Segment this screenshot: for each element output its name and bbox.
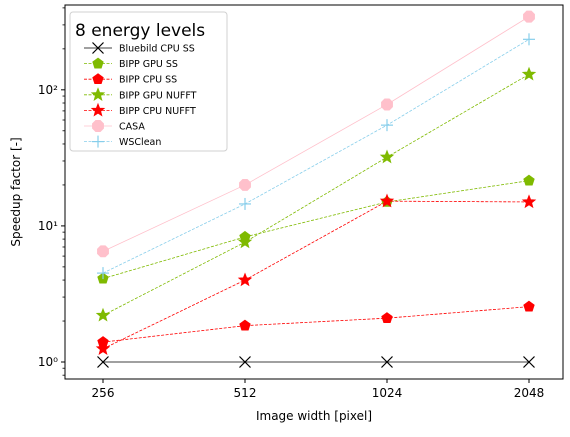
x-axis-label: Image width [pixel] <box>256 409 372 423</box>
series-bipp-cpu-nufft <box>95 193 537 355</box>
series-bipp-gpu-nufft <box>95 66 537 322</box>
series-bipp-gpu-ss <box>97 174 535 284</box>
series-group <box>95 10 537 368</box>
legend-entry: CASA <box>84 120 145 133</box>
legend-marker <box>92 135 104 148</box>
x-tick-label: 1024 <box>372 386 403 400</box>
series-line <box>102 16 530 252</box>
series-wsclean <box>97 33 535 280</box>
series-line <box>102 73 530 316</box>
series-casa <box>97 10 535 258</box>
data-point <box>239 356 251 368</box>
legend-marker <box>90 87 106 101</box>
data-point <box>95 341 111 355</box>
legend-label: BIPP CPU NUFFT <box>119 106 196 117</box>
data-point <box>381 312 393 324</box>
data-point <box>521 194 537 209</box>
legend-label: BIPP GPU NUFFT <box>119 90 197 101</box>
data-point <box>97 356 109 368</box>
legend-entries: Bluebild CPU SS BIPP GPU SS BIPP CPU SS BIP… <box>84 42 197 148</box>
legend-marker <box>92 42 104 54</box>
data-point <box>523 10 535 23</box>
legend-marker <box>90 102 106 117</box>
y-tick-label: 10² <box>38 83 58 97</box>
legend-entry: BIPP CPU SS <box>84 73 177 86</box>
y-tick-label: 10¹ <box>38 219 58 233</box>
data-point <box>237 272 253 287</box>
series-line <box>102 180 530 279</box>
legend-entry: BIPP GPU SS <box>84 57 178 70</box>
data-point <box>523 174 535 186</box>
legend-entry: BIPP GPU NUFFT <box>84 87 197 101</box>
legend-label: BIPP CPU SS <box>119 75 177 86</box>
legend-title: 8 energy levels <box>75 21 205 41</box>
data-point <box>521 66 537 81</box>
plot-frame <box>64 4 564 380</box>
x-tick-label: 2048 <box>514 386 545 400</box>
legend-marker <box>92 120 104 132</box>
legend-label: Bluebild CPU SS <box>119 44 195 55</box>
series-bipp-cpu-ss <box>97 300 535 347</box>
data-point <box>381 98 393 111</box>
legend-marker <box>92 73 104 85</box>
data-point <box>239 197 251 210</box>
data-point <box>379 193 395 208</box>
legend-label: BIPP GPU SS <box>119 59 178 70</box>
legend: 8 energy levels Bluebild CPU SS BIPP GPU … <box>69 11 228 152</box>
data-point <box>239 178 251 191</box>
data-point <box>237 234 253 249</box>
y-axis-label: Speedup factor [-] <box>9 137 23 246</box>
series-line <box>102 306 530 343</box>
y-axis-ticks: 10⁰ 10¹ 10² <box>38 7 65 376</box>
x-tick-label: 512 <box>234 386 257 400</box>
data-point <box>379 149 395 164</box>
legend-label: CASA <box>119 122 145 133</box>
legend-box <box>69 11 228 152</box>
data-point <box>97 267 109 280</box>
data-point <box>523 300 535 312</box>
y-tick-label: 10⁰ <box>38 355 58 369</box>
data-point <box>381 356 393 368</box>
plot-area: 256 512 1024 2048 10⁰ 10¹ 10² <box>38 4 564 400</box>
legend-entry: WSClean <box>84 135 161 148</box>
legend-marker <box>92 57 104 69</box>
legend-entry: Bluebild CPU SS <box>84 42 195 55</box>
data-point <box>381 119 393 132</box>
legend-label: WSClean <box>119 137 161 148</box>
series-line <box>102 38 530 274</box>
x-tick-label: 256 <box>92 386 115 400</box>
series-bluebild-cpu-ss <box>97 356 535 368</box>
legend-entry: BIPP CPU NUFFT <box>84 102 196 117</box>
data-point <box>523 33 535 46</box>
data-point <box>523 356 535 368</box>
data-point <box>97 245 109 258</box>
x-axis-ticks: 256 512 1024 2048 <box>92 379 545 400</box>
data-point <box>239 319 251 331</box>
series-line <box>102 200 530 350</box>
data-point <box>95 307 111 322</box>
